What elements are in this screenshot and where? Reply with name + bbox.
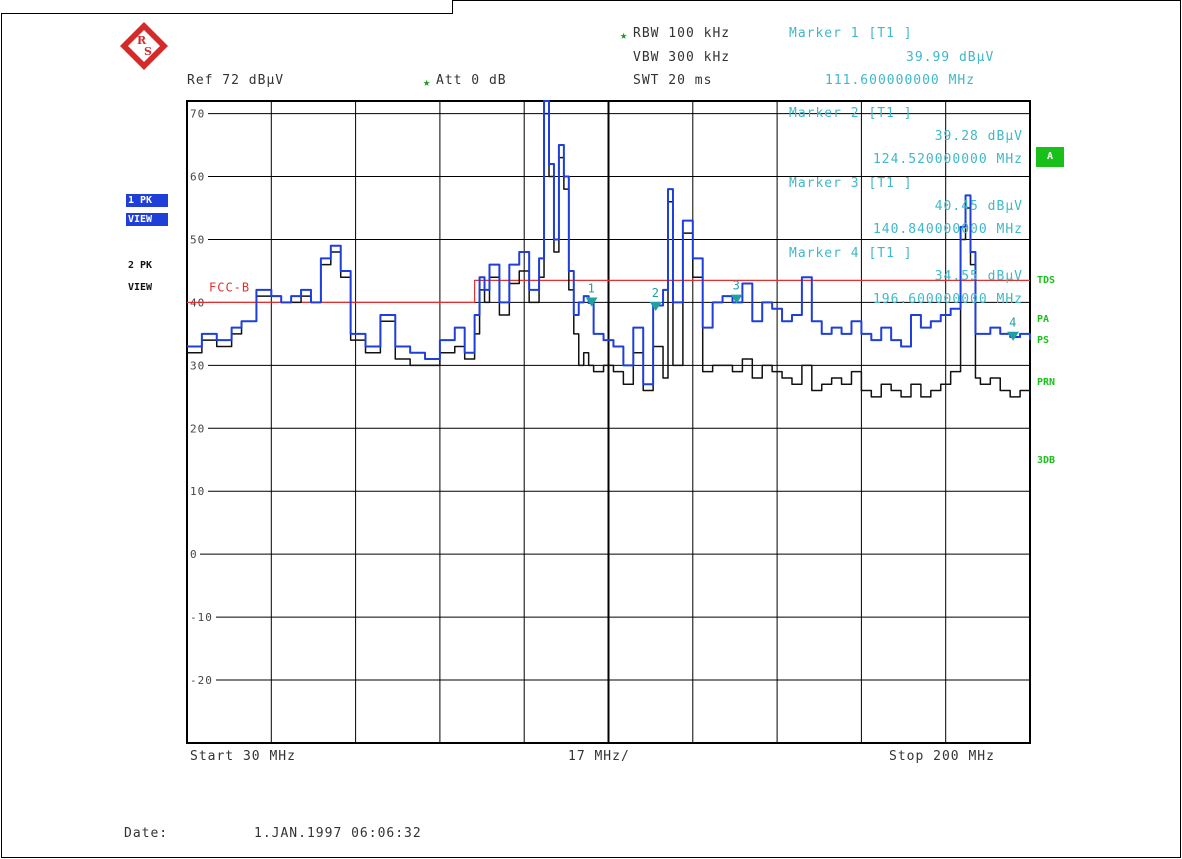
series-line-1 <box>187 100 1031 386</box>
marker3-freq: 140.840000000 MHz <box>873 222 1023 237</box>
marker1-level: 39.99 dBµV <box>906 50 995 65</box>
tds-indicator: TDS <box>1037 275 1056 286</box>
marker2-level: 39.28 dBµV <box>935 129 1023 144</box>
trace1-view-badge: VIEW <box>126 213 168 226</box>
rbw-star-icon: ★ <box>620 28 629 42</box>
svg-text:R: R <box>137 34 147 47</box>
marker-1-triangle <box>585 297 598 307</box>
y-tick-label-bg <box>188 485 208 498</box>
trace1-mode-badge: 1 PK <box>126 194 168 207</box>
y-tick-label-bg <box>188 170 208 183</box>
marker-1-label: 1 <box>588 281 595 295</box>
limit-line-label: FCC-B <box>209 280 250 294</box>
marker2-freq: 124.520000000 MHz <box>873 152 1023 167</box>
span-per-division: 17 MHz/ <box>568 749 630 764</box>
marker2-title: Marker 2 [T1 ] <box>789 106 913 121</box>
3db-indicator: 3DB <box>1037 455 1056 466</box>
att-label: Att 0 dB <box>436 73 507 88</box>
y-tick-label-bg <box>188 233 208 246</box>
marker1-freq: 111.600000000 MHz <box>825 73 976 88</box>
y-tick-label-bg <box>188 107 208 120</box>
marker-4-triangle <box>1007 331 1020 341</box>
marker4-level: 34.55 dBµV <box>935 269 1023 284</box>
marker1-title: Marker 1 [T1 ] <box>789 26 913 41</box>
marker4-freq: 196.600000000 MHz <box>873 292 1023 307</box>
date-label: Date: <box>124 826 169 841</box>
trace2-mode-label: 2 PK <box>128 260 153 271</box>
y-tick-label: -20 <box>190 674 213 687</box>
vbw-label: VBW 300 kHz <box>633 50 731 65</box>
date-value: 1.JAN.1997 06:06:32 <box>254 826 422 841</box>
title-tab <box>1 0 453 14</box>
marker-2-label: 2 <box>652 286 659 300</box>
marker3-title: Marker 3 [T1 ] <box>789 176 913 191</box>
y-tick-label-bg <box>188 548 200 561</box>
y-tick-label: -10 <box>190 611 213 624</box>
marker-3-label: 3 <box>733 279 740 293</box>
rohde-schwarz-logo: R S <box>118 20 170 72</box>
y-tick-label: 20 <box>190 422 205 435</box>
y-tick-label-bg <box>188 611 216 624</box>
marker3-level: 40.45 dBµV <box>935 199 1023 214</box>
marker-2-triangle <box>649 301 662 311</box>
display-a-badge: A <box>1036 147 1064 167</box>
swt-label: SWT 20 ms <box>633 73 713 88</box>
prn-indicator: PRN <box>1037 377 1056 388</box>
y-tick-label-bg <box>188 359 208 372</box>
ps-indicator: PS <box>1037 335 1050 346</box>
y-tick-label: 50 <box>190 233 205 246</box>
y-tick-label-bg <box>188 422 208 435</box>
marker-3-triangle <box>730 294 743 304</box>
marker4-title: Marker 4 [T1 ] <box>789 246 913 261</box>
limit-line <box>187 279 1030 304</box>
y-tick-label: 0 <box>190 548 198 561</box>
start-frequency: Start 30 MHz <box>190 749 296 764</box>
pa-indicator: PA <box>1037 314 1050 325</box>
trace2-view-label: VIEW <box>128 282 153 293</box>
series-line-2 <box>187 112 1031 398</box>
y-tick-label-bg <box>188 674 216 687</box>
y-tick-label: 10 <box>190 485 205 498</box>
ref-level-label: Ref 72 dBµV <box>187 73 285 88</box>
stop-frequency: Stop 200 MHz <box>889 749 995 764</box>
svg-text:S: S <box>144 45 152 58</box>
rbw-label: RBW 100 kHz <box>633 26 731 41</box>
att-star-icon: ★ <box>423 75 432 89</box>
y-tick-label: 30 <box>190 359 205 372</box>
y-tick-label: 70 <box>190 108 205 121</box>
marker-4-label: 4 <box>1009 316 1016 330</box>
y-tick-label: 60 <box>190 171 205 184</box>
